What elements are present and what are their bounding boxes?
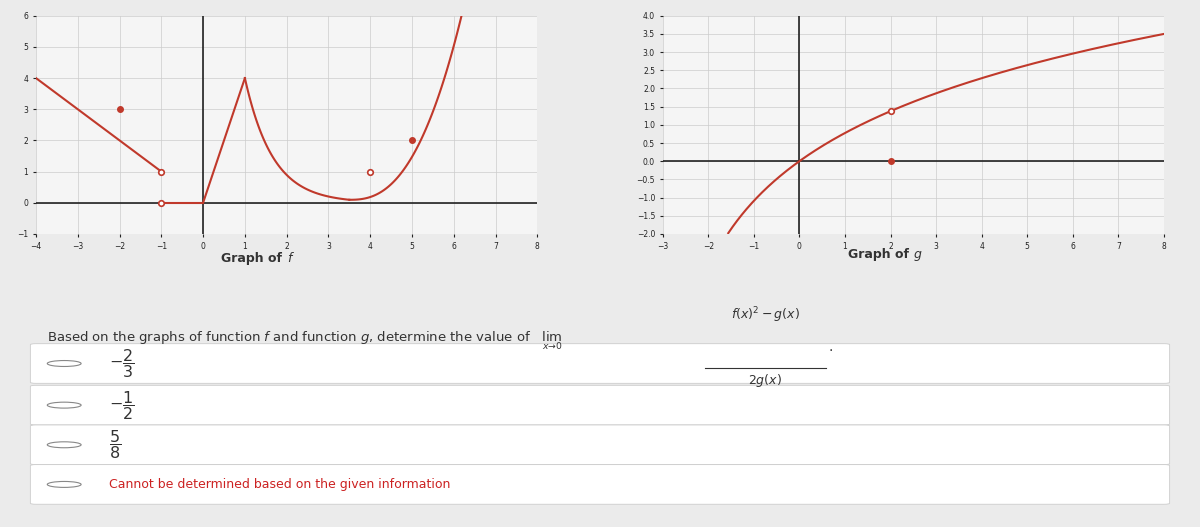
Text: Based on the graphs of function $f$ and function $g$, determine the value of   $: Based on the graphs of function $f$ and … xyxy=(47,329,563,352)
FancyBboxPatch shape xyxy=(30,344,1170,383)
Text: .: . xyxy=(829,340,833,354)
FancyBboxPatch shape xyxy=(30,425,1170,465)
FancyBboxPatch shape xyxy=(30,465,1170,504)
FancyBboxPatch shape xyxy=(30,385,1170,425)
Text: $-\dfrac{2}{3}$: $-\dfrac{2}{3}$ xyxy=(109,347,134,380)
Text: $\dfrac{5}{8}$: $\dfrac{5}{8}$ xyxy=(109,428,121,461)
Text: $f(x)^2 - g(x)$: $f(x)^2 - g(x)$ xyxy=(731,305,799,325)
Text: Cannot be determined based on the given information: Cannot be determined based on the given … xyxy=(109,478,451,491)
Text: $2g(x)$: $2g(x)$ xyxy=(749,373,782,389)
Text: $g$: $g$ xyxy=(913,249,923,263)
Text: $f$: $f$ xyxy=(287,251,295,265)
Text: $-\dfrac{1}{2}$: $-\dfrac{1}{2}$ xyxy=(109,388,134,422)
Text: Graph of: Graph of xyxy=(848,248,913,261)
Text: Graph of: Graph of xyxy=(221,252,287,265)
